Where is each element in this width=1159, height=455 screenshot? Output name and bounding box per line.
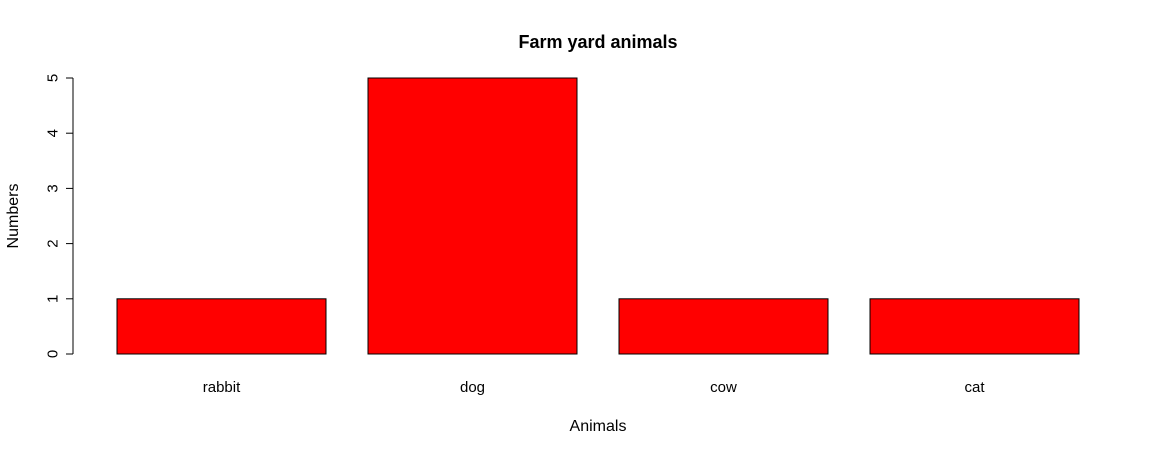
bar-dog — [367, 77, 578, 355]
x-tick-label-cow: cow — [710, 379, 737, 396]
bar-cow — [618, 298, 829, 355]
y-tick-label-5: 5 — [45, 74, 62, 82]
bar-rabbit — [116, 298, 327, 355]
y-axis-label: Numbers — [5, 184, 22, 249]
chart-title: Farm yard animals — [518, 32, 677, 52]
x-tick-label-cat: cat — [964, 379, 985, 396]
bars — [116, 77, 1080, 355]
y-tick-label-1: 1 — [45, 295, 62, 303]
y-axis: 0 1 2 3 4 5 — [45, 74, 74, 358]
y-tick-label-0: 0 — [45, 350, 62, 358]
x-tick-label-dog: dog — [460, 379, 485, 396]
y-tick-label-4: 4 — [45, 129, 62, 137]
bar-cat — [869, 298, 1080, 355]
x-tick-label-rabbit: rabbit — [203, 379, 241, 396]
y-tick-label-3: 3 — [45, 184, 62, 192]
y-tick-label-2: 2 — [45, 239, 62, 247]
x-tick-labels: rabbit dog cow cat — [203, 379, 986, 396]
x-axis-label: Animals — [570, 418, 627, 435]
